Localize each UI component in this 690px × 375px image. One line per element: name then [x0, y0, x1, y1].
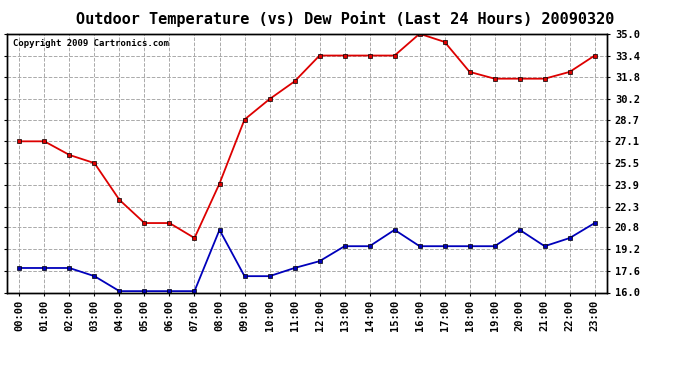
Text: Copyright 2009 Cartronics.com: Copyright 2009 Cartronics.com: [13, 39, 169, 48]
Text: Outdoor Temperature (vs) Dew Point (Last 24 Hours) 20090320: Outdoor Temperature (vs) Dew Point (Last…: [76, 11, 614, 27]
